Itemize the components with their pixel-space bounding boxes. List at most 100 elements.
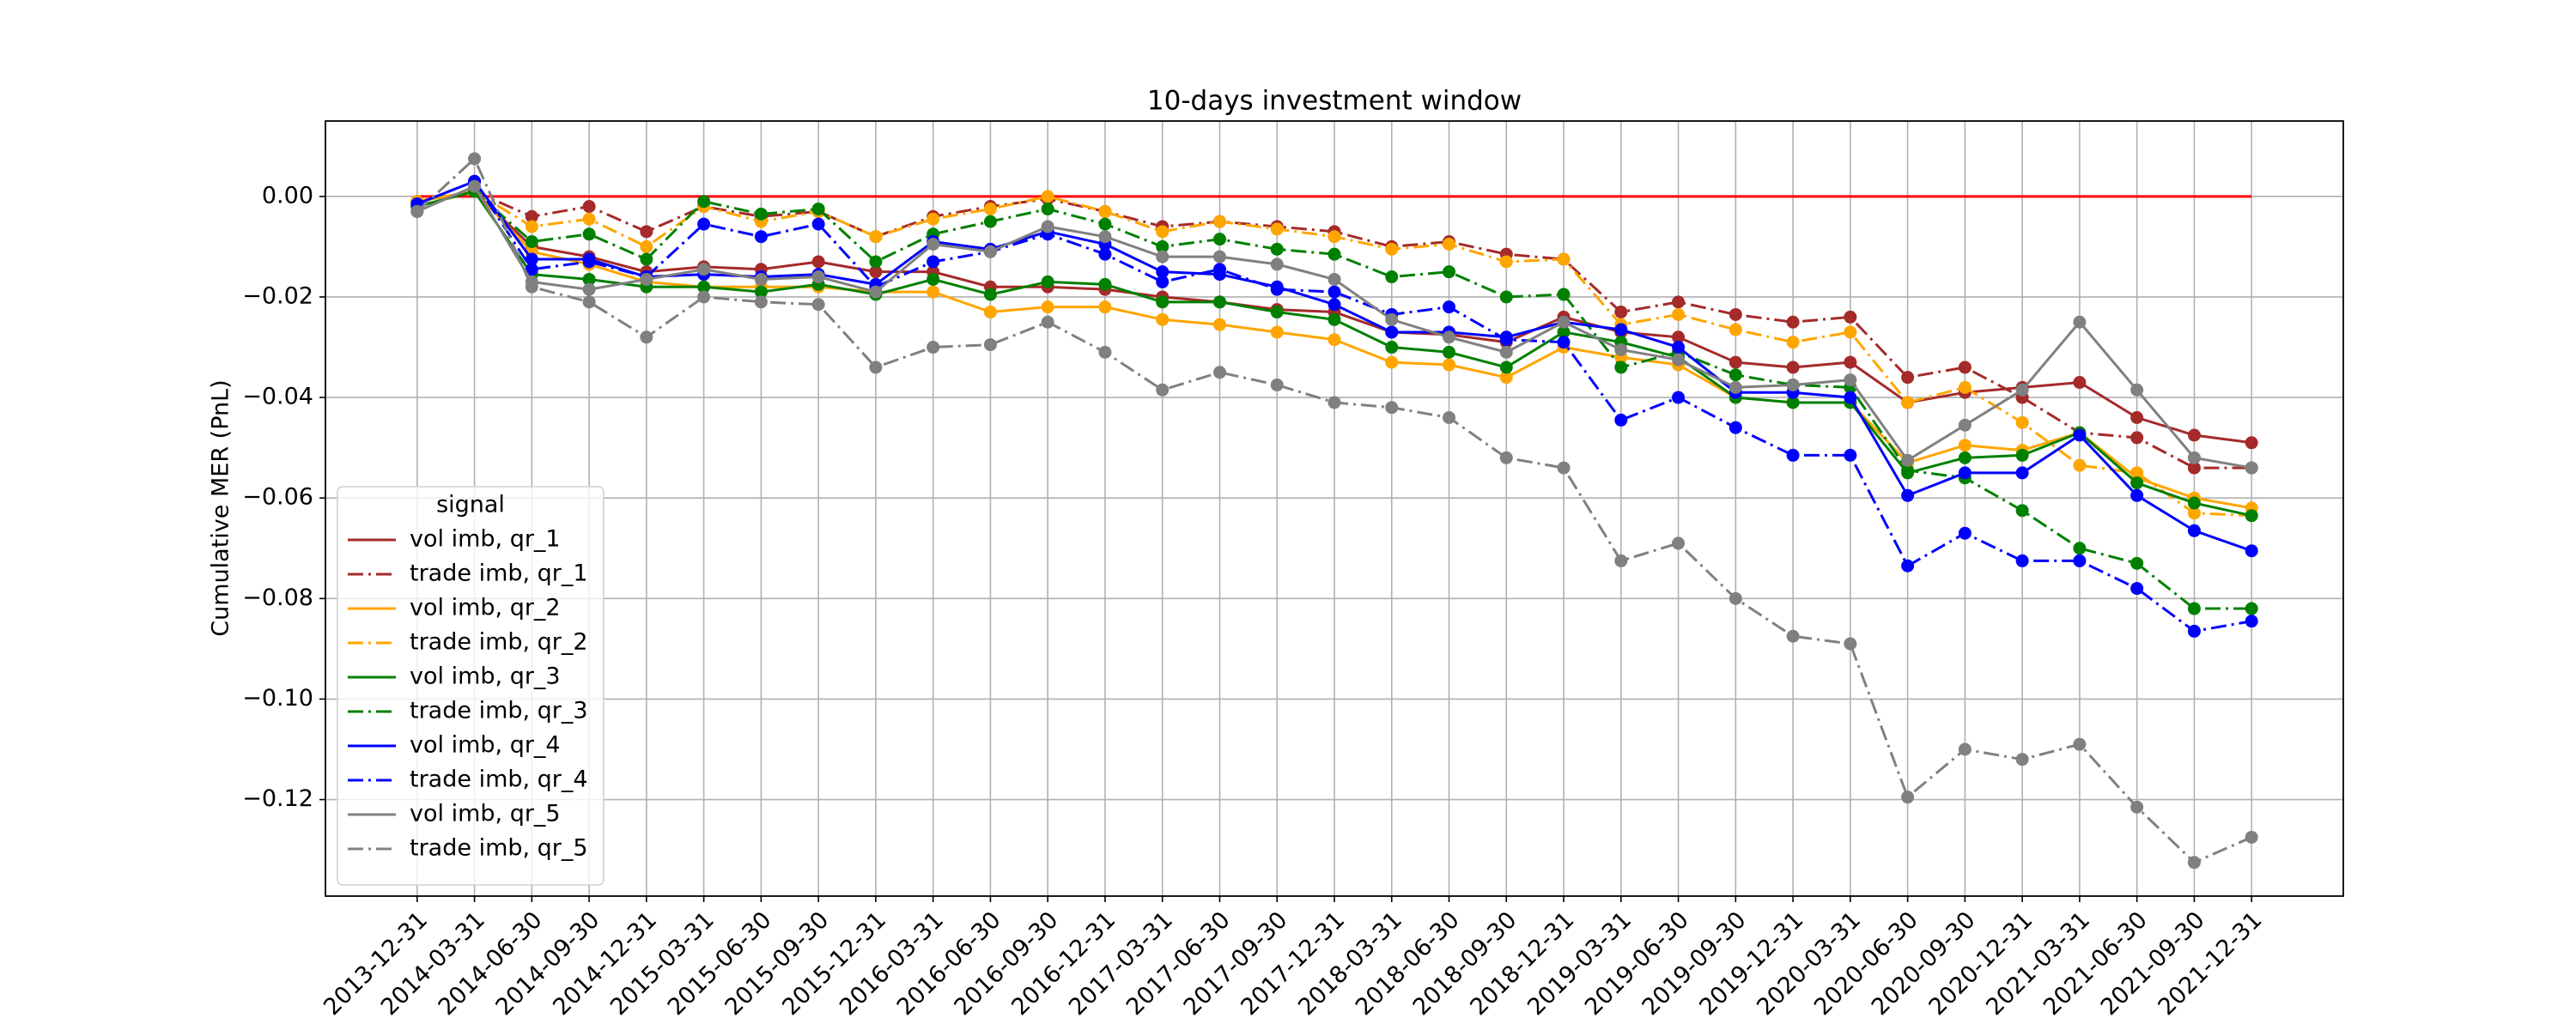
- point-marker: [927, 341, 940, 354]
- point-marker: [697, 263, 711, 276]
- point-marker: [754, 295, 768, 309]
- point-marker: [1156, 250, 1170, 264]
- point-marker: [1098, 230, 1112, 244]
- point-marker: [1499, 333, 1513, 347]
- point-marker: [2130, 466, 2144, 480]
- point-marker: [1614, 413, 1628, 427]
- y-tick-label: −0.10: [242, 685, 313, 712]
- y-tick-label: −0.02: [242, 282, 313, 309]
- point-marker: [1270, 282, 1284, 296]
- point-marker: [1728, 380, 1742, 394]
- point-marker: [1499, 345, 1513, 359]
- point-marker: [1958, 742, 1971, 756]
- point-marker: [640, 330, 653, 344]
- point-marker: [1786, 315, 1800, 329]
- point-marker: [1385, 341, 1399, 354]
- point-marker: [1212, 215, 1226, 228]
- point-marker: [1270, 222, 1284, 236]
- point-marker: [1270, 325, 1284, 339]
- plot-frame: [325, 120, 2344, 897]
- point-marker: [1672, 536, 1686, 550]
- y-tick-label: −0.04: [242, 384, 313, 410]
- point-marker: [1728, 355, 1742, 369]
- point-marker: [983, 245, 997, 258]
- point-marker: [1844, 355, 1857, 369]
- legend-label: trade imb, qr_2: [410, 629, 588, 656]
- point-marker: [2245, 509, 2258, 523]
- legend-label: vol imb, qr_1: [410, 526, 561, 553]
- point-marker: [1786, 360, 1800, 374]
- point-marker: [1098, 204, 1112, 218]
- legend-label: trade imb, qr_5: [410, 835, 588, 862]
- point-marker: [1443, 330, 1456, 344]
- point-marker: [1901, 453, 1915, 467]
- point-marker: [811, 217, 825, 231]
- point-marker: [2073, 737, 2087, 751]
- point-marker: [2073, 376, 2087, 390]
- point-marker: [1499, 371, 1513, 385]
- point-marker: [1098, 345, 1112, 359]
- point-marker: [1844, 448, 1857, 462]
- point-marker: [1499, 451, 1513, 464]
- point-marker: [582, 272, 596, 286]
- point-marker: [1212, 250, 1226, 264]
- point-marker: [1385, 325, 1399, 339]
- point-marker: [1098, 277, 1112, 291]
- point-marker: [1901, 791, 1915, 804]
- legend-label: vol imb, qr_5: [410, 801, 561, 827]
- point-marker: [2130, 800, 2144, 814]
- point-marker: [1385, 242, 1399, 256]
- point-marker: [1844, 310, 1857, 324]
- point-marker: [983, 215, 997, 228]
- point-marker: [869, 360, 883, 374]
- point-marker: [1786, 396, 1800, 409]
- point-marker: [869, 230, 883, 244]
- point-marker: [2245, 615, 2258, 628]
- point-marker: [2245, 602, 2258, 615]
- y-tick-label: 0.00: [262, 182, 313, 209]
- point-marker: [1327, 298, 1341, 312]
- point-marker: [1728, 323, 1742, 336]
- point-marker: [754, 285, 768, 299]
- point-marker: [697, 195, 711, 209]
- point-marker: [1786, 448, 1800, 462]
- point-marker: [1270, 242, 1284, 256]
- point-marker: [983, 288, 997, 301]
- point-marker: [1098, 300, 1112, 314]
- legend-label: vol imb, qr_2: [410, 595, 561, 621]
- point-marker: [1672, 341, 1686, 354]
- point-marker: [1443, 237, 1456, 251]
- point-marker: [1614, 323, 1628, 336]
- point-marker: [1212, 318, 1226, 331]
- y-tick-label: −0.08: [242, 585, 313, 611]
- point-marker: [2130, 476, 2144, 490]
- point-marker: [2245, 830, 2258, 844]
- point-marker: [2073, 554, 2087, 567]
- legend-label: trade imb, qr_1: [410, 560, 588, 587]
- point-marker: [468, 179, 482, 193]
- point-marker: [2015, 466, 2029, 480]
- point-marker: [983, 306, 997, 319]
- point-marker: [582, 227, 596, 241]
- point-marker: [582, 212, 596, 226]
- point-marker: [869, 255, 883, 269]
- point-marker: [1098, 247, 1112, 261]
- point-marker: [2245, 436, 2258, 450]
- point-marker: [2130, 431, 2144, 445]
- point-marker: [1901, 464, 1915, 477]
- point-marker: [811, 255, 825, 269]
- point-marker: [927, 237, 940, 251]
- point-marker: [1443, 265, 1456, 279]
- legend-label: trade imb, qr_4: [410, 766, 588, 793]
- point-marker: [1098, 217, 1112, 231]
- point-marker: [2073, 458, 2087, 472]
- point-marker: [2187, 496, 2201, 510]
- point-marker: [1901, 396, 1915, 409]
- point-marker: [1327, 230, 1341, 244]
- point-marker: [1844, 391, 1857, 404]
- y-tick-label: −0.06: [242, 484, 313, 511]
- point-marker: [869, 265, 883, 279]
- point-marker: [697, 290, 711, 304]
- point-marker: [2187, 506, 2201, 520]
- point-marker: [1156, 275, 1170, 288]
